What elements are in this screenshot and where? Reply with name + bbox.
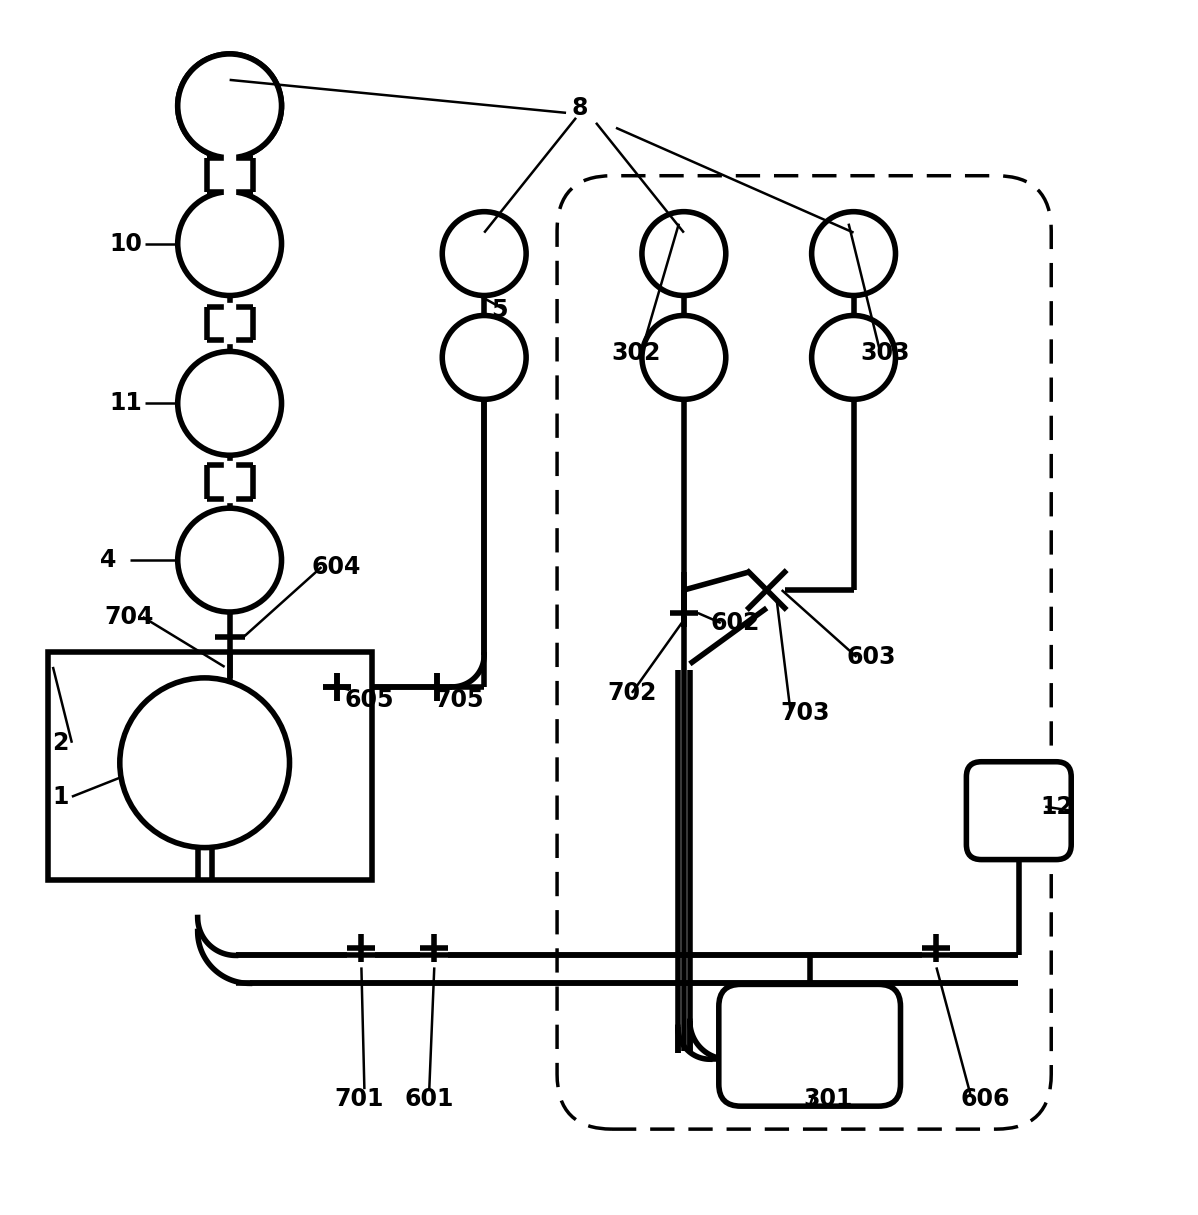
Circle shape [812,316,896,400]
Text: 601: 601 [405,1087,454,1112]
Circle shape [642,211,726,295]
Text: 302: 302 [611,341,660,366]
Text: 4: 4 [99,548,116,572]
Bar [48,652,373,880]
Text: 2: 2 [52,730,68,755]
FancyBboxPatch shape [967,762,1071,859]
Bar [210,467,249,497]
Circle shape [177,192,282,295]
Text: 603: 603 [847,645,896,669]
Text: 11: 11 [110,391,143,416]
Text: 705: 705 [434,688,484,712]
Circle shape [177,351,282,456]
Circle shape [120,678,290,848]
Text: 5: 5 [491,299,508,322]
Text: 602: 602 [710,611,761,635]
Text: 703: 703 [781,701,830,725]
Circle shape [442,316,526,400]
Text: 604: 604 [311,555,361,580]
Text: 303: 303 [860,341,910,366]
Text: 606: 606 [961,1087,1010,1112]
Circle shape [812,211,896,295]
Text: 701: 701 [334,1087,383,1112]
Text: 704: 704 [105,605,155,629]
Circle shape [177,53,282,158]
Bar [210,309,249,339]
Circle shape [442,211,526,295]
Text: 1: 1 [52,785,68,809]
Bar [210,159,249,190]
Text: 8: 8 [571,96,587,120]
FancyBboxPatch shape [719,984,901,1106]
Text: 12: 12 [1040,795,1073,819]
Text: 605: 605 [345,688,394,712]
Circle shape [177,53,282,158]
Circle shape [642,316,726,400]
Text: 301: 301 [804,1087,853,1112]
Text: 10: 10 [110,232,143,255]
Text: 702: 702 [607,680,657,705]
Circle shape [177,508,282,612]
